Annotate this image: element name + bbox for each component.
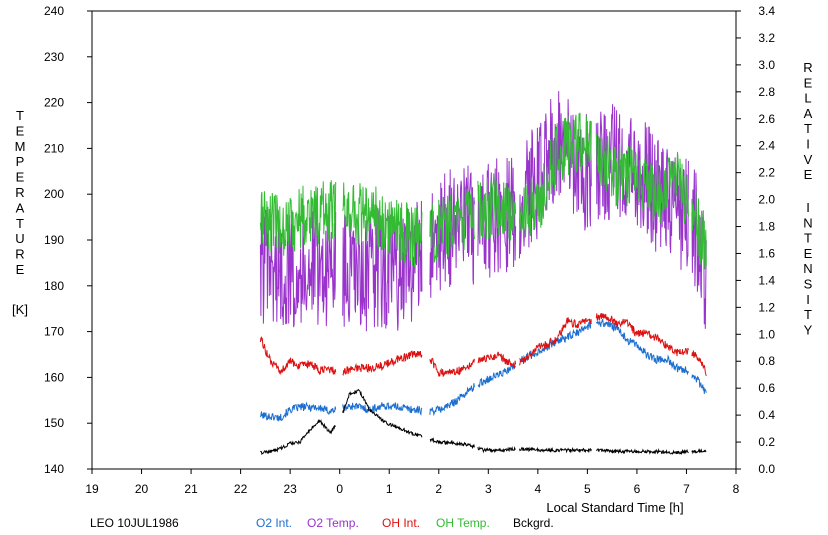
x-tick-label: 6: [634, 482, 641, 496]
y-left-label-letter: P: [16, 154, 25, 169]
y-right-tick-label: 3.0: [758, 58, 775, 72]
y-left-tick-label: 240: [44, 4, 64, 18]
x-tick-label: 0: [336, 482, 343, 496]
y-left-label-letter: A: [16, 200, 25, 215]
y-right-tick-label: 1.6: [758, 246, 775, 260]
y-left-label-letter: E: [16, 170, 25, 185]
x-tick-label: 4: [535, 482, 542, 496]
y-right-tick-label: 1.0: [758, 327, 775, 341]
y-left-tick-label: 230: [44, 50, 64, 64]
y-right-tick-label: 2.0: [758, 193, 775, 207]
y-left-unit-label: [K]: [12, 302, 28, 317]
legend-entry: OH Int.: [382, 516, 420, 530]
y-right-label-letter: V: [804, 152, 813, 167]
y-right-tick-label: 2.2: [758, 166, 775, 180]
y-left-tick-label: 200: [44, 187, 64, 201]
y-right-tick-label: 2.8: [758, 85, 775, 99]
x-tick-label: 3: [485, 482, 492, 496]
y-right-tick-label: 0.8: [758, 354, 775, 368]
axes-layer: 19 20 21 22 23 0 1 2 3 4 5 6 7 8140150160170180190200…: [44, 4, 775, 496]
y-left-label-letter: E: [16, 123, 25, 138]
y-right-label-letter: E: [804, 75, 813, 90]
x-tick-label: 8: [733, 482, 740, 496]
y-right-label-letter: E: [804, 167, 813, 182]
y-right-label-letter: S: [804, 277, 813, 292]
x-tick-label: 2: [435, 482, 442, 496]
y-right-label-letter: R: [803, 60, 812, 75]
y-left-tick-label: 190: [44, 233, 64, 247]
series-line-oh-int: [259, 313, 707, 378]
y-left-label-letter: U: [15, 231, 24, 246]
legend-entry: O2 Int.: [256, 516, 292, 530]
y-right-tick-label: 0.0: [758, 462, 775, 476]
y-right-tick-label: 0.4: [758, 408, 775, 422]
legend-entry: O2 Temp.: [307, 516, 359, 530]
y-right-label-letter: I: [806, 200, 810, 215]
y-left-label-letter: E: [16, 262, 25, 277]
x-tick-label: 21: [184, 482, 198, 496]
y-left-tick-label: 220: [44, 96, 64, 110]
y-right-tick-label: 0.6: [758, 381, 775, 395]
y-right-tick-label: 3.4: [758, 4, 775, 18]
legend: O2 Int. O2 Temp. OH Int. OH Temp. Bckgrd.: [256, 516, 554, 530]
x-tick-label: 1: [386, 482, 393, 496]
y-right-label-letter: T: [804, 121, 812, 136]
x-tick-label: 19: [85, 482, 99, 496]
y-right-label-letter: I: [806, 292, 810, 307]
y-left-tick-label: 160: [44, 370, 64, 384]
series-line-oh-temp: [259, 112, 707, 270]
y-left-label-letter: T: [16, 108, 24, 123]
x-axis-label: Local Standard Time [h]: [546, 500, 683, 515]
y-right-label-letter: N: [803, 215, 812, 230]
y-left-tick-label: 210: [44, 141, 64, 155]
y-left-label-letter: T: [16, 216, 24, 231]
y-right-label-letter: Y: [804, 322, 813, 337]
y-right-tick-label: 2.4: [758, 139, 775, 153]
x-tick-label: 5: [584, 482, 591, 496]
station-label: LEO 10JUL1986: [90, 516, 179, 530]
y-left-tick-label: 180: [44, 279, 64, 293]
y-right-tick-label: 2.6: [758, 112, 775, 126]
y-left-label-letter: M: [15, 139, 26, 154]
x-tick-label: 23: [283, 482, 297, 496]
x-tick-label: 7: [683, 482, 690, 496]
y-right-tick-label: 1.4: [758, 273, 775, 287]
y-left-tick-label: 150: [44, 416, 64, 430]
y-right-label-letter: N: [803, 261, 812, 276]
series-line-bckgrd: [260, 388, 707, 456]
y-left-label-letter: R: [15, 247, 24, 262]
y-right-tick-label: 1.8: [758, 220, 775, 234]
series-line-o2-int: [259, 318, 707, 422]
y-right-label-letter: A: [804, 106, 813, 121]
x-tick-label: 22: [234, 482, 248, 496]
series-layer: [259, 91, 707, 456]
y-left-tick-label: 140: [44, 462, 64, 476]
legend-entry: Bckgrd.: [513, 516, 554, 530]
y-right-tick-label: 1.2: [758, 300, 775, 314]
y-right-tick-label: 0.2: [758, 435, 775, 449]
y-left-label-letter: R: [15, 185, 24, 200]
y-right-label-letter: T: [804, 307, 812, 322]
y-right-label-letter: I: [806, 137, 810, 152]
y-right-tick-label: 3.2: [758, 31, 775, 45]
y-right-label-letter: L: [804, 91, 811, 106]
legend-entry: OH Temp.: [436, 516, 490, 530]
y-right-label-letter: E: [804, 246, 813, 261]
x-tick-label: 20: [135, 482, 149, 496]
y-right-label-letter: T: [804, 231, 812, 246]
y-left-tick-label: 170: [44, 325, 64, 339]
